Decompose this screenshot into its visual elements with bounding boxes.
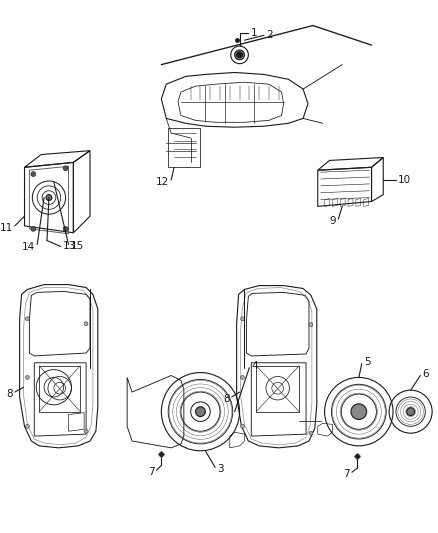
Text: 12: 12	[156, 177, 169, 187]
Circle shape	[46, 195, 52, 200]
Text: 1: 1	[250, 28, 257, 38]
Text: 13: 13	[63, 241, 76, 252]
Circle shape	[309, 322, 313, 327]
Circle shape	[237, 52, 243, 58]
Text: 9: 9	[330, 216, 336, 226]
Circle shape	[351, 404, 367, 419]
Text: 15: 15	[71, 241, 84, 252]
Circle shape	[25, 424, 29, 429]
Circle shape	[63, 227, 68, 231]
Text: 6: 6	[422, 368, 429, 378]
Text: 8: 8	[6, 389, 13, 399]
Circle shape	[407, 408, 414, 416]
Circle shape	[309, 431, 313, 435]
Text: 7: 7	[148, 467, 155, 477]
Text: 7: 7	[343, 469, 350, 479]
Text: 2: 2	[266, 30, 272, 41]
Circle shape	[235, 50, 244, 60]
Text: 8: 8	[223, 394, 230, 404]
Circle shape	[25, 375, 29, 379]
Circle shape	[240, 375, 244, 379]
Text: 4: 4	[251, 361, 258, 371]
Text: 10: 10	[398, 175, 411, 185]
Circle shape	[240, 424, 244, 429]
Text: 5: 5	[364, 357, 371, 367]
Circle shape	[240, 317, 244, 321]
Circle shape	[31, 227, 36, 231]
Text: 14: 14	[22, 243, 35, 253]
Circle shape	[84, 429, 88, 433]
Text: 3: 3	[217, 464, 224, 474]
Circle shape	[196, 407, 205, 417]
Circle shape	[84, 322, 88, 326]
Circle shape	[31, 172, 36, 176]
Text: 11: 11	[0, 223, 13, 233]
Circle shape	[25, 317, 29, 321]
Circle shape	[63, 166, 68, 171]
